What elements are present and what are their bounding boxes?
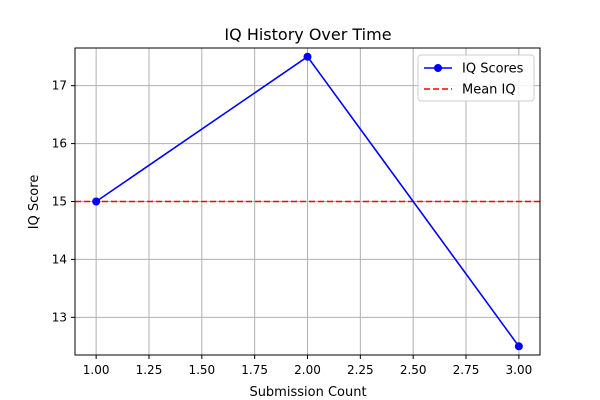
y-tick-label: 16 [52, 137, 67, 151]
y-tick-label: 13 [52, 310, 67, 324]
chart-title: IQ History Over Time [224, 25, 391, 44]
y-axis-label: IQ Score [27, 175, 42, 230]
iq-score-point [92, 197, 101, 206]
x-tick-label: 1.00 [83, 363, 110, 377]
x-tick-label: 2.50 [400, 363, 427, 377]
series-layer [92, 52, 523, 351]
x-tick-label: 1.50 [188, 363, 215, 377]
x-tick-label: 1.75 [241, 363, 268, 377]
y-tick-label: 17 [52, 79, 67, 93]
y-tick-label: 14 [52, 252, 67, 266]
x-axis-label: Submission Count [249, 385, 366, 400]
y-tick-label: 15 [52, 195, 67, 209]
legend-label-mean-iq: Mean IQ [462, 83, 516, 98]
legend: IQ Scores Mean IQ [417, 54, 535, 102]
x-tick-label: 2.25 [347, 363, 374, 377]
x-tick-label: 2.75 [453, 363, 480, 377]
x-tick-label: 2.00 [294, 363, 321, 377]
legend-label-iq-scores: IQ Scores [462, 62, 524, 77]
iq-score-point [514, 342, 523, 351]
y-axis-ticks: 13 14 15 16 17 [52, 79, 75, 324]
iq-score-point [303, 52, 312, 61]
x-tick-label: 3.00 [506, 363, 533, 377]
legend-marker-swatch [434, 64, 442, 72]
x-tick-label: 1.25 [136, 363, 163, 377]
x-axis-ticks: 1.00 1.25 1.50 1.75 2.00 2.25 2.50 2.75 3.00 [83, 355, 532, 377]
